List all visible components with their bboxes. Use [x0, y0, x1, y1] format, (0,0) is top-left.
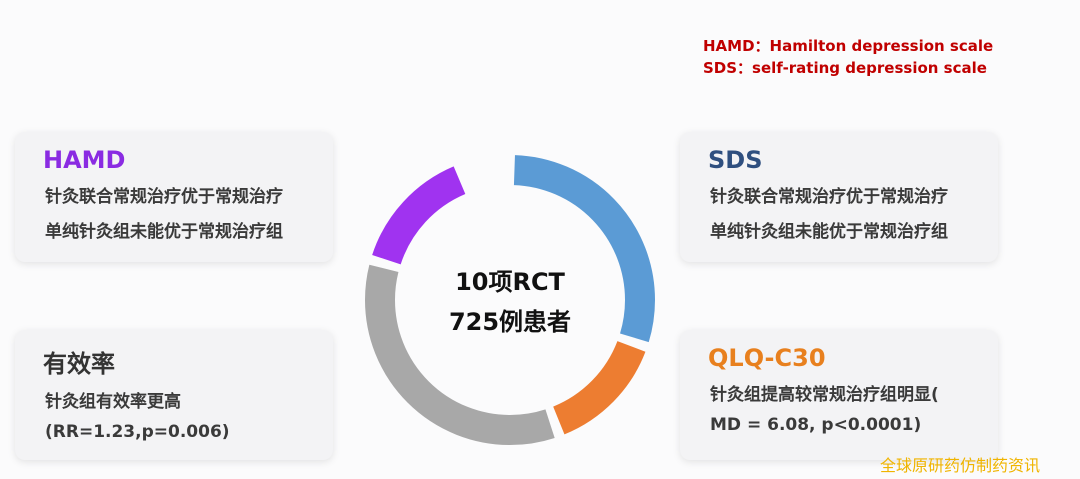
card-title: HAMD	[43, 146, 126, 174]
card-title: QLQ-C30	[708, 344, 826, 372]
card-text: 单纯针灸组未能优于常规治疗组	[45, 222, 283, 242]
card-title: SDS	[708, 146, 763, 174]
legend-line: SDS：self-rating depression scale	[703, 59, 987, 77]
card-text: 针灸组有效率更高	[45, 392, 181, 412]
legend-line: HAMD：Hamilton depression scale	[703, 37, 994, 55]
card-text: 针灸联合常规治疗优于常规治疗	[710, 187, 948, 207]
card: QLQ-C30 针灸组提高较常规治疗组明显( MD = 6.08, p<0.00…	[680, 330, 998, 460]
ring-segment	[365, 155, 655, 445]
card: 有效率 针灸组有效率更高 (RR=1.23,p=0.006)	[15, 330, 333, 460]
card-text: 单纯针灸组未能优于常规治疗组	[710, 222, 948, 242]
card: SDS 针灸联合常规治疗优于常规治疗 单纯针灸组未能优于常规治疗组	[680, 132, 998, 262]
center-text: 725例患者	[449, 308, 571, 336]
center-text: 10项RCT	[455, 268, 565, 296]
card-text: MD = 6.08, p<0.0001)	[710, 415, 922, 435]
card-title: 有效率	[43, 350, 115, 378]
card-text: 针灸联合常规治疗优于常规治疗	[45, 187, 283, 207]
card-text: (RR=1.23,p=0.006)	[45, 422, 230, 442]
card-text: 针灸组提高较常规治疗组明显(	[710, 385, 939, 405]
legend: HAMD：Hamilton depression scale SDS：self-…	[703, 35, 993, 79]
ring-segment	[365, 155, 655, 445]
watermark: 全球原研药仿制药资讯	[880, 456, 1041, 475]
card: HAMD 针灸联合常规治疗优于常规治疗 单纯针灸组未能优于常规治疗组	[15, 132, 333, 262]
